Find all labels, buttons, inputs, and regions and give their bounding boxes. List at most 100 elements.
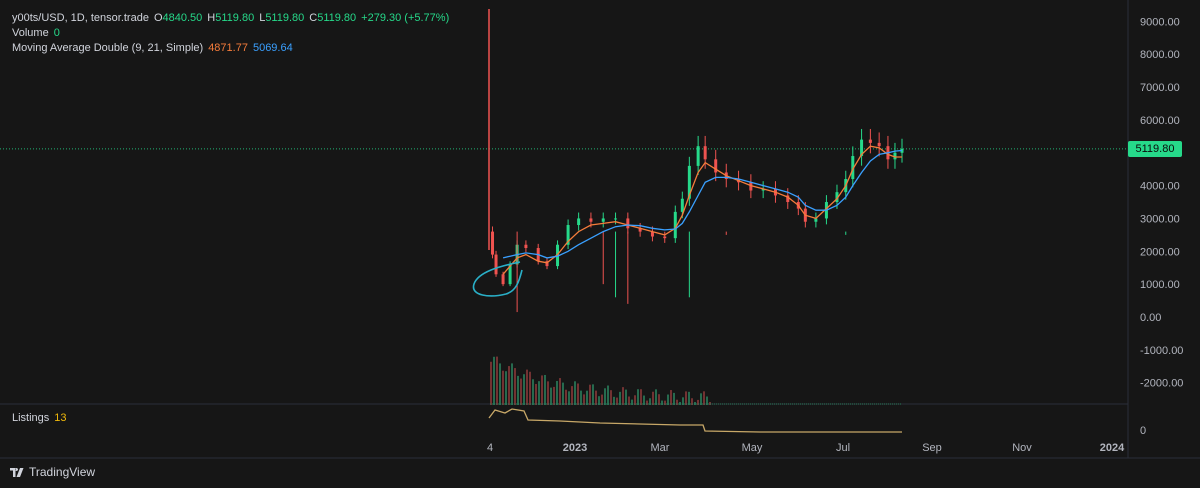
volume-bar	[625, 389, 627, 405]
candle-body	[577, 218, 581, 226]
volume-bar	[538, 381, 540, 405]
candle-body	[501, 274, 505, 285]
symbol-legend: y00ts/USD, 1D, tensor.trade O4840.50 H5119…	[12, 12, 459, 25]
listings-legend[interactable]: Listings 13	[12, 412, 72, 425]
candle-body	[545, 261, 549, 267]
volume-bar	[688, 391, 690, 405]
time-tick-label: 4	[487, 442, 493, 454]
volume-value: 0	[53, 27, 60, 39]
ma-fast-line	[502, 145, 902, 275]
candle-body	[589, 218, 593, 222]
price-tick-label: 0.00	[1140, 312, 1161, 324]
time-tick-label: Jul	[836, 442, 850, 454]
candle-body	[877, 142, 881, 147]
candle-body	[650, 231, 654, 237]
candle-body	[680, 198, 684, 212]
volume-bar	[616, 397, 618, 405]
volume-bar	[523, 374, 525, 405]
candle-body	[556, 244, 560, 267]
price-tick-label: 7000.00	[1140, 82, 1180, 94]
ohlc-values: O4840.50 H5119.80 L5119.80 C5119.80 +279.30 …	[153, 12, 450, 24]
volume-bar	[607, 385, 609, 405]
volume-bar	[673, 392, 675, 405]
volume-bar	[574, 381, 576, 405]
ma-fast-value: 4871.77	[208, 42, 248, 54]
volume-bar	[706, 396, 708, 405]
volume-bar	[703, 391, 705, 405]
symbol-title[interactable]: y00ts/USD, 1D, tensor.trade	[12, 12, 149, 24]
volume-bar	[568, 391, 570, 405]
candle-body	[860, 139, 864, 157]
volume-bar	[493, 356, 495, 405]
volume-bar	[691, 398, 693, 405]
volume-bar	[646, 400, 648, 405]
candle-body	[508, 264, 512, 285]
volume-bar	[655, 389, 657, 405]
price-tick-label: 3000.00	[1140, 213, 1180, 225]
volume-bar	[631, 399, 633, 405]
candle-body	[566, 225, 570, 245]
time-tick-label: May	[742, 442, 763, 454]
volume-bar	[547, 381, 549, 405]
volume-bar	[565, 389, 567, 405]
volume-bar	[601, 394, 603, 405]
candle-body	[714, 159, 718, 173]
volume-bar	[640, 389, 642, 405]
candle-body	[868, 139, 872, 143]
volume-bar	[667, 394, 669, 405]
change-value: +279.30 (+5.77%)	[361, 12, 450, 24]
volume-bar	[595, 390, 597, 405]
volume-bar	[700, 393, 702, 405]
ma-legend[interactable]: Moving Average Double (9, 21, Simple) 487…	[12, 42, 298, 55]
candle-body	[614, 218, 618, 220]
high-value: 5119.80	[215, 12, 255, 24]
volume-bar	[526, 369, 528, 405]
price-tick-label: -2000.00	[1140, 378, 1183, 390]
listings-value: 13	[54, 412, 67, 424]
candle-body	[814, 218, 818, 222]
volume-bar	[592, 384, 594, 405]
volume-bar	[637, 389, 639, 405]
listings-tick-label: 0	[1140, 425, 1146, 437]
volume-bar	[514, 368, 516, 405]
volume-bar	[550, 387, 552, 405]
price-tick-label: 2000.00	[1140, 246, 1180, 258]
volume-bar	[613, 396, 615, 405]
tradingview-logo[interactable]: TradingView	[10, 465, 95, 479]
volume-bar	[508, 366, 510, 405]
candle-body	[494, 254, 498, 275]
time-tick-label: Mar	[651, 442, 670, 454]
volume-bar	[499, 363, 501, 405]
candle-body	[893, 152, 897, 160]
ma-label: Moving Average Double (9, 21, Simple)	[12, 42, 204, 54]
volume-bar	[511, 363, 513, 405]
candle-body	[491, 231, 495, 255]
volume-bar	[529, 371, 531, 405]
volume-bar	[652, 391, 654, 405]
candle-body	[703, 146, 707, 160]
ma-slow-value: 5069.64	[252, 42, 293, 54]
volume-bar	[541, 375, 543, 405]
volume-bar	[661, 400, 663, 405]
candle-body	[524, 244, 528, 249]
volume-bar	[505, 371, 507, 405]
volume-bar	[562, 382, 564, 405]
brand-name: TradingView	[29, 465, 96, 479]
volume-bar	[589, 384, 591, 405]
volume-bar	[583, 394, 585, 405]
volume-bar	[490, 361, 492, 405]
volume-bar	[610, 390, 612, 405]
volume-bar	[649, 398, 651, 405]
candle-body	[663, 236, 667, 239]
volume-bar	[577, 383, 579, 405]
volume-legend[interactable]: Volume 0	[12, 27, 65, 40]
volume-bar	[580, 390, 582, 405]
current-price-label: 5119.80	[1128, 141, 1182, 157]
volume-bar	[619, 391, 621, 405]
volume-bar	[559, 378, 561, 405]
candle-body	[601, 218, 605, 222]
volume-bar	[496, 356, 498, 405]
time-tick-label: 2024	[1100, 442, 1125, 454]
